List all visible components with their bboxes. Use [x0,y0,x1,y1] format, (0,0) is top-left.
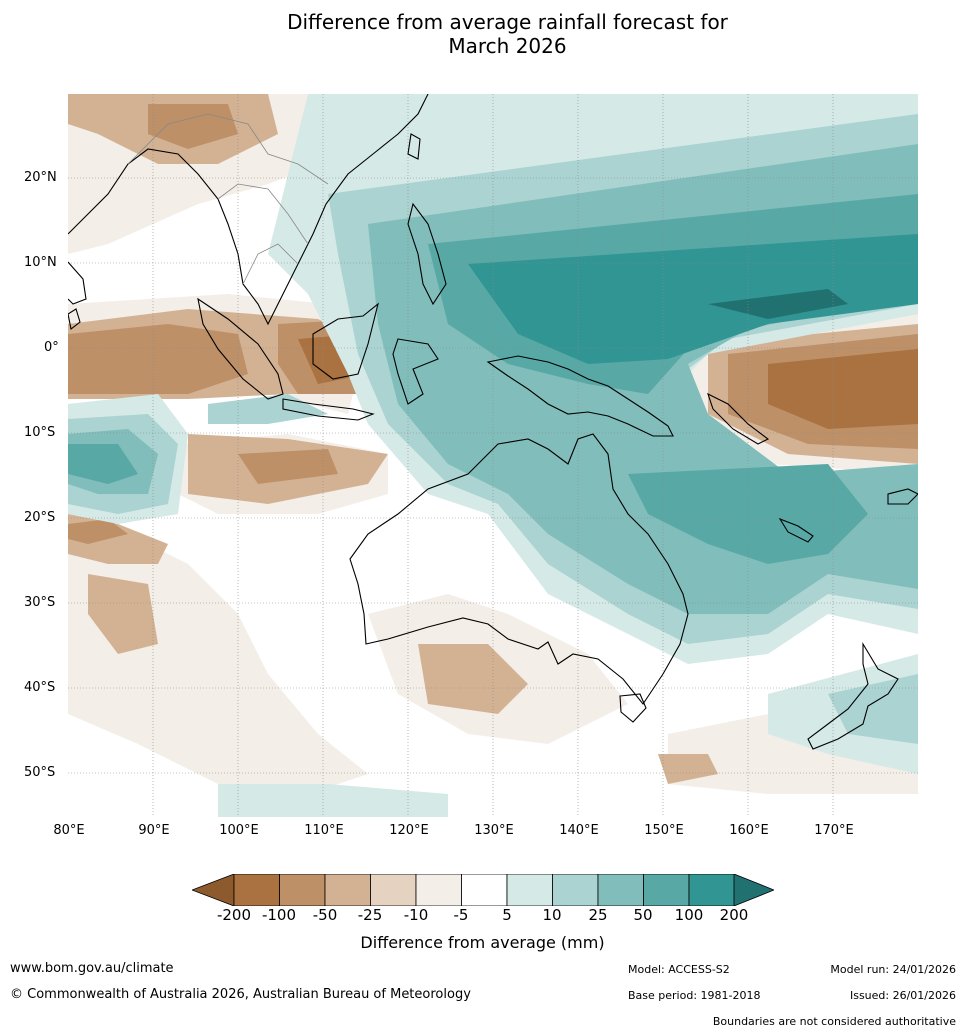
colorbar-label: -50 [312,906,338,924]
colorbar-swatch [279,873,326,907]
lat-label-20s: 20°S [24,510,56,525]
coastline-sumatra [197,297,284,400]
colorbar-label: 50 [633,906,653,924]
lon-label-80e: 80°E [53,823,85,838]
colorbar-swatch [233,873,280,907]
colorbar-title: Difference from average (mm) [360,933,605,952]
lon-label-110e: 110°E [304,823,344,838]
lon-label-100e: 100°E [219,823,259,838]
coastline-asia [68,94,429,326]
lon-label-120e: 120°E [389,823,429,838]
coastline-philippines [407,202,447,306]
lon-label-150e: 150°E [644,823,684,838]
lon-label-140e: 140°E [559,823,599,838]
colorbar-swatch [688,873,735,907]
map-gridlines [68,94,918,817]
issued-date: Issued: 26/01/2026 [849,989,956,1002]
colorbar-label: 5 [502,906,512,924]
colorbar-svg [190,873,776,907]
lat-label-50s: 50°S [24,765,56,780]
title-line-2: March 2026 [448,34,567,58]
lon-label-170e: 170°E [814,823,854,838]
lat-label-10n: 10°N [24,255,57,270]
colorbar-label: -200 [216,906,252,924]
colorbar [190,873,776,910]
colorbar-label: 25 [588,906,608,924]
colorbar-label: -25 [357,906,383,924]
coastline-new-caledonia [778,517,814,543]
colorbar-swatch [506,873,553,907]
colorbar-arrow-high [733,873,776,907]
anomaly-extreme-wet-core [708,289,848,319]
lat-label-20n: 20°N [24,170,57,185]
colorbar-label: 200 [719,906,749,924]
coastline-borneo [312,302,379,380]
colorbar-swatch [370,873,417,907]
lat-label-30s: 30°S [24,595,56,610]
colorbar-swatch [552,873,599,907]
model-run-date: Model run: 24/01/2026 [830,963,956,976]
coastline-new-zealand [807,642,899,750]
copyright-text: © Commonwealth of Australia 2026, Austra… [10,987,471,1002]
colorbar-swatch [643,873,690,907]
coastline-india [68,261,87,305]
lon-label-130e: 130°E [474,823,514,838]
base-period: Base period: 1981-2018 [628,989,761,1002]
rainfall-map [68,94,918,817]
lat-label-10s: 10°S [24,425,56,440]
colorbar-swatch [597,873,644,907]
anomaly-extreme-wet [468,234,918,364]
lat-label-0: 0° [44,340,59,355]
colorbar-swatch [324,873,371,907]
website-link[interactable]: www.bom.gov.au/climate [10,961,174,976]
colorbar-label: 100 [674,906,704,924]
colorbar-label: -100 [261,906,297,924]
lon-label-160e: 160°E [729,823,769,838]
coastline-australia [349,433,689,705]
map-title: Difference from average rainfall forecas… [0,10,965,58]
lat-label-40s: 40°S [24,680,56,695]
boundaries-disclaimer: Boundaries are not considered authoritat… [712,1015,956,1028]
lon-label-90e: 90°E [138,823,170,838]
coastline-new-guinea [486,355,674,437]
coastline-sulawesi [392,338,439,405]
coastline-fiji [887,488,918,505]
colorbar-swatch [415,873,462,907]
colorbar-swatch [461,873,508,907]
coastline-tasmania [619,693,647,723]
coastline-sri-lanka [68,308,81,330]
coastline-solomon-islands [707,392,770,445]
title-line-1: Difference from average rainfall forecas… [287,10,728,34]
coastline-taiwan [407,133,421,160]
rainfall-map-svg [68,94,918,817]
coastlines [68,94,918,750]
colorbar-arrow-low [190,873,235,907]
country-borders [127,113,329,285]
coastline-java [282,398,375,421]
colorbar-label: -10 [403,906,429,924]
colorbar-label: -5 [453,906,469,924]
model-name: Model: ACCESS-S2 [628,963,730,976]
colorbar-label: 10 [542,906,562,924]
